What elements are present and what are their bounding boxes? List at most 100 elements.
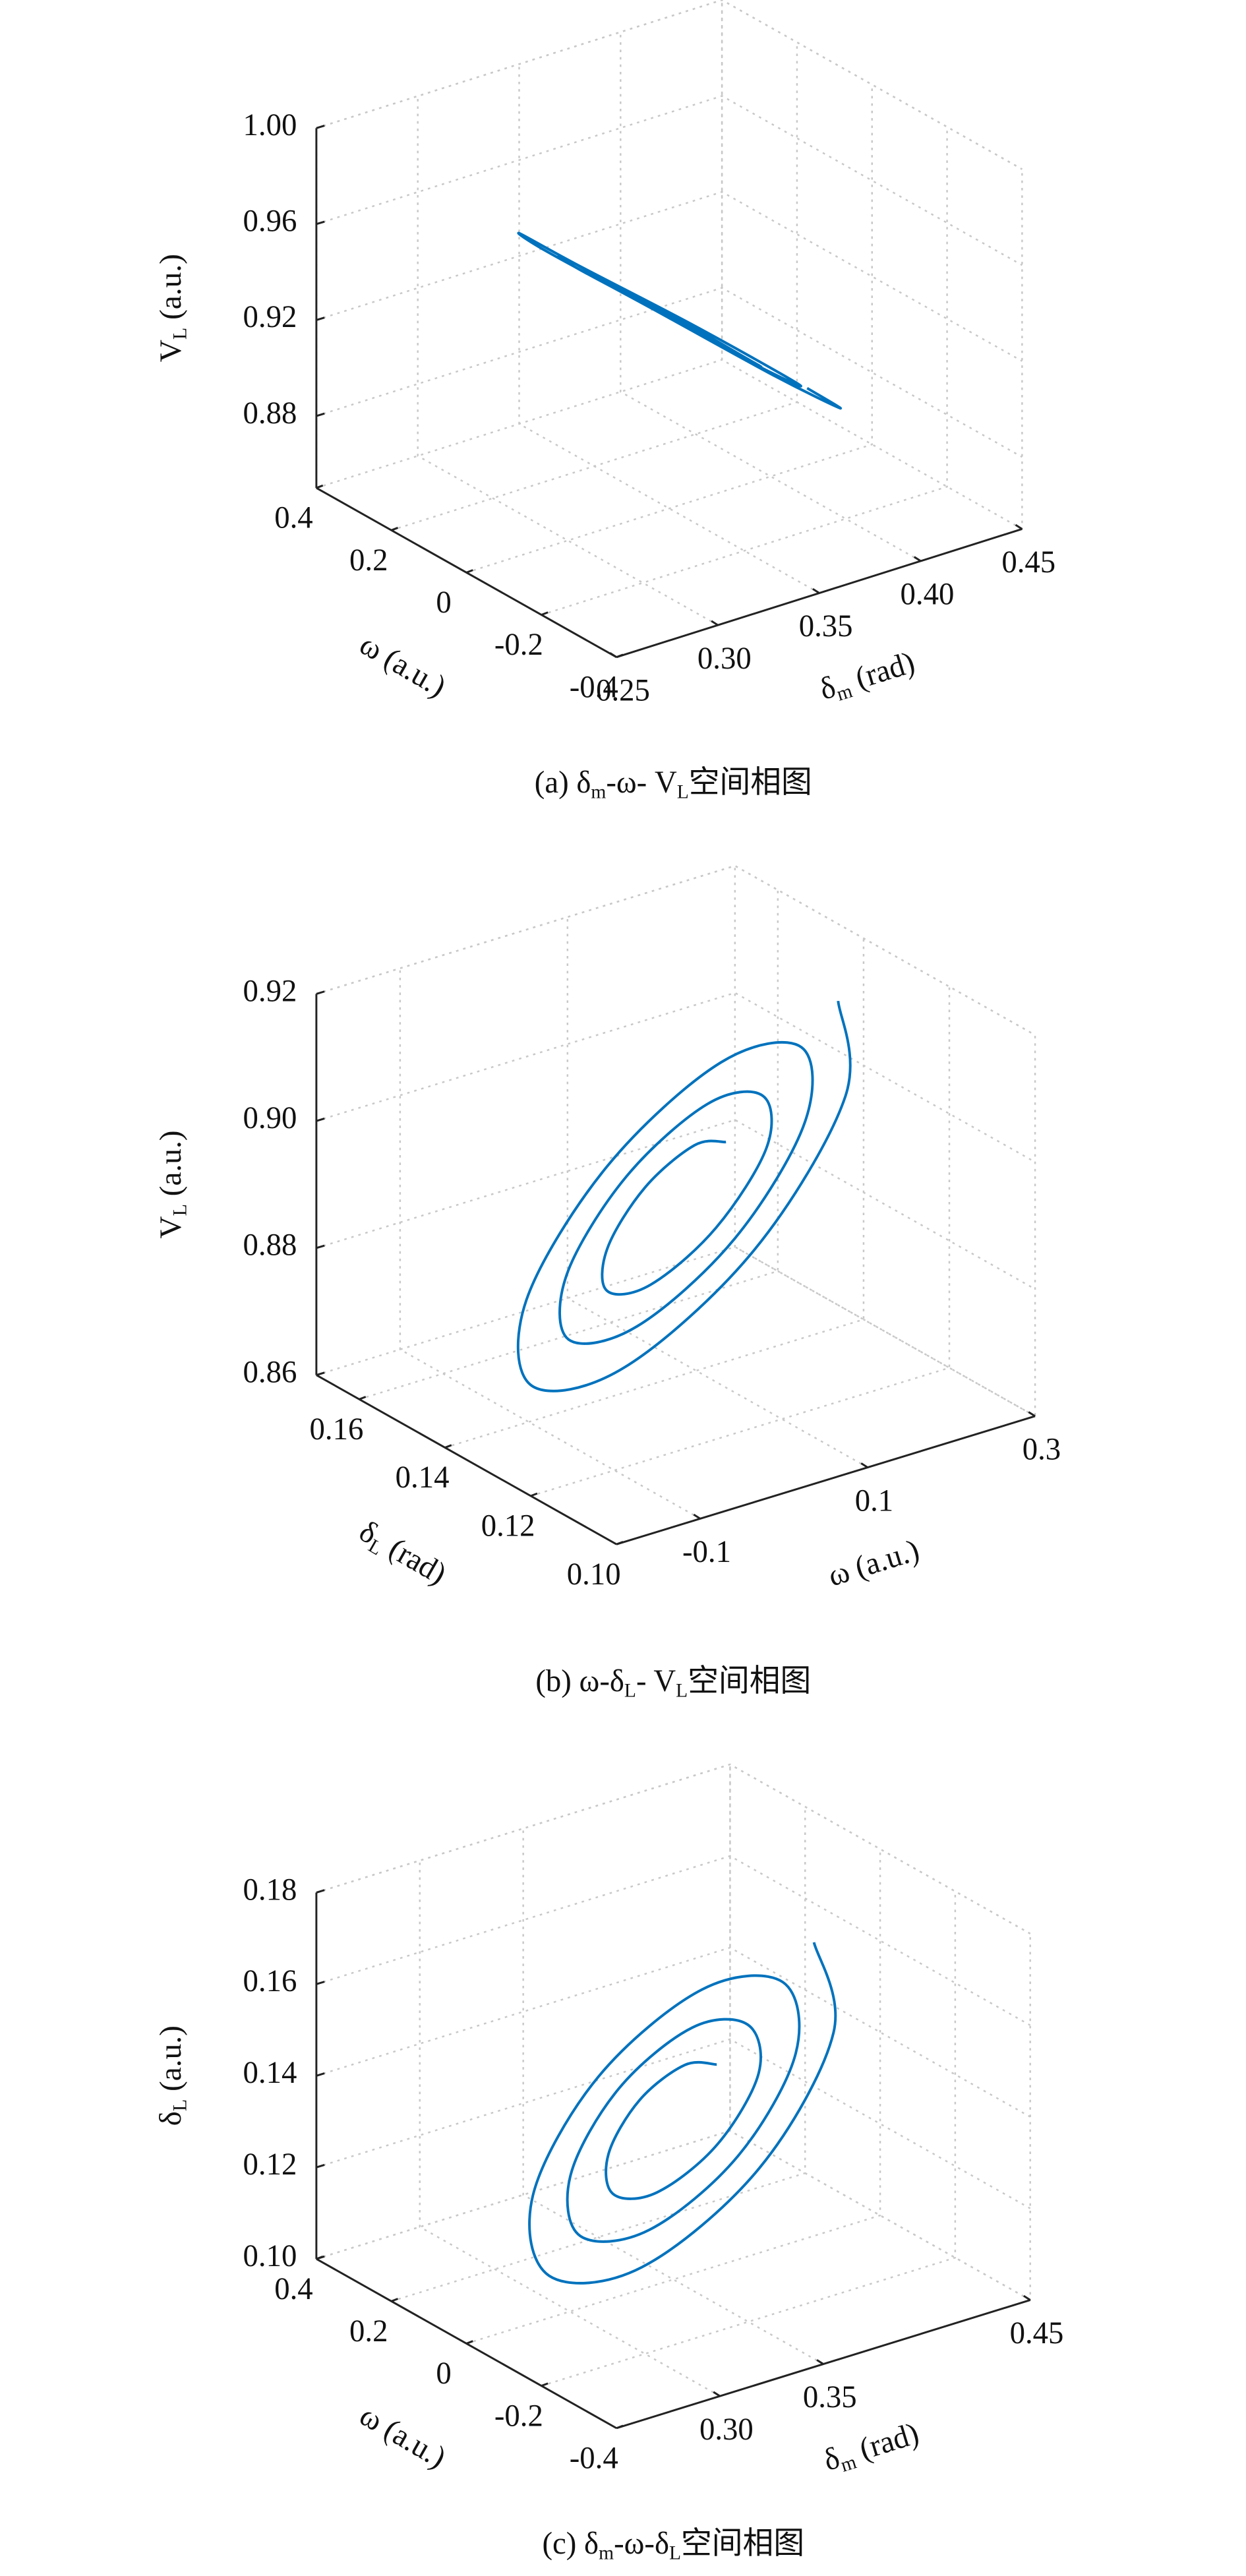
tick-mark [693, 1513, 701, 1520]
x-tick-label: -0.1 [682, 1535, 731, 1569]
tick-mark [530, 1492, 538, 1497]
x-axis-label: ω (a.u.) [824, 1533, 923, 1594]
label-part: -ω- V [606, 765, 676, 800]
box-edge [316, 0, 1023, 170]
y-tick-label: 0 [436, 2356, 451, 2391]
x-tick-label: 0.45 [1010, 2316, 1064, 2351]
y-tick-label: 0.4 [274, 2272, 312, 2306]
tick-mark [316, 2072, 325, 2077]
grid-line [316, 287, 1023, 458]
label-part: (a.u.) [154, 1130, 188, 1204]
grid-line [316, 1763, 1031, 1934]
y-tick-label: -0.2 [494, 2399, 543, 2433]
plot: 0.92 0.90 0.88 0.86 0.16 0.14 0.12 0.10 -0.1 0.1 0… [154, 864, 1061, 1701]
tick-mark [316, 2164, 325, 2169]
x-tick-label: 0.25 [596, 673, 650, 707]
tick-mark [616, 2424, 624, 2430]
tick-mark [466, 2340, 473, 2345]
tick-mark [444, 1444, 452, 1449]
tick-mark [316, 484, 324, 489]
z-tick-label: 0.88 [243, 1228, 297, 1262]
grid-line [616, 169, 1023, 658]
box-edge [316, 1763, 1031, 1934]
x-axis-label: δm (rad) [816, 645, 919, 709]
z-tick-label: 1.00 [243, 108, 297, 142]
y-tick-label: 0.14 [396, 1460, 450, 1495]
grid-line [466, 84, 873, 574]
tick-mark [316, 1118, 325, 1122]
label-part: ω (a.u.) [354, 627, 452, 704]
grid-line [315, 128, 617, 658]
x-axis [616, 1415, 1036, 1545]
y-tick-label: 0.2 [349, 2314, 388, 2349]
y-axis [316, 1374, 617, 1545]
label-part: -ω-δ [614, 2527, 669, 2561]
grid-line [620, 32, 922, 562]
x-tick-label: 0.35 [803, 2380, 857, 2414]
plot: 0.18 0.16 0.14 0.12 0.100.4 0.2 0 -0.2 -0.4 0.30 0… [154, 1763, 1064, 2564]
grid-line [316, 2038, 1031, 2209]
grid-line [316, 864, 1036, 1036]
grid-line [530, 986, 951, 1497]
grid-line [316, 0, 1023, 170]
tick-mark [1023, 2294, 1031, 2301]
trajectory [516, 1000, 852, 1393]
y-tick-label: 0.10 [567, 1557, 621, 1592]
plot: 1.00 0.96 0.92 0.88 0.4 0.2 0 -0.2 -0.40.25 0.30 0… [154, 0, 1055, 802]
z-tick-label: 0.10 [243, 2239, 297, 2273]
caption: (a) δm-ω- VL空间相图 [535, 765, 812, 803]
z-tick-label: 0.16 [243, 1964, 297, 1998]
y-axis-label: δL (rad) [352, 1514, 452, 1594]
subscript: L [677, 781, 689, 802]
label-part: 空间相图 [681, 2527, 804, 2561]
tick-mark [913, 556, 922, 562]
subscript: L [669, 2542, 681, 2563]
label-part: (a.u.) [154, 254, 188, 328]
tick-mark [713, 2391, 721, 2397]
subscript: m [599, 2542, 614, 2563]
label-part: δ [154, 2111, 188, 2126]
caption: (c) δm-ω-δL空间相图 [542, 2527, 804, 2564]
subscript: L [170, 2099, 191, 2111]
grid-line [316, 1946, 1031, 2118]
tick-mark [541, 2382, 549, 2387]
label-part: (a) δ [535, 765, 591, 800]
grid-line [541, 127, 948, 616]
tick-mark [816, 2359, 824, 2365]
tick-mark [616, 1541, 624, 1545]
y-tick-label: 0.2 [349, 543, 388, 578]
x-axis-label: δm (rad) [819, 2416, 923, 2480]
label-part: 空间相图 [689, 765, 812, 800]
y-tick-label: -0.2 [494, 628, 543, 662]
y-tick-label: 0 [436, 585, 451, 620]
tick-mark [1015, 524, 1023, 530]
label-part: V [154, 340, 188, 362]
grid-line [316, 191, 1023, 362]
z-tick-label: 0.92 [243, 300, 297, 334]
grid-line [316, 1764, 731, 2260]
x-tick-label: 0.45 [1001, 545, 1055, 580]
y-tick-label: -0.4 [570, 2441, 618, 2475]
grid-line [721, 0, 1023, 530]
label-part: (rad) [848, 2416, 922, 2469]
tick-mark [316, 1981, 325, 1985]
grid-line [316, 95, 1023, 266]
x-tick-label: 0.1 [855, 1483, 893, 1518]
z-axis-label: VL (a.u.) [154, 254, 191, 362]
grid-line [466, 1849, 881, 2345]
grid-line [518, 64, 820, 594]
grid-line [566, 916, 868, 1468]
label-part: (a.u.) [154, 2025, 188, 2099]
z-tick-label: 0.18 [243, 1872, 297, 1907]
z-tick-label: 0.14 [243, 2056, 297, 2090]
x-tick-label: 0.3 [1023, 1432, 1061, 1466]
tick-mark [609, 652, 617, 658]
tick-mark [316, 125, 325, 129]
subscript: L [170, 1204, 191, 1216]
z-tick-label: 0.88 [243, 396, 297, 431]
grid-line [541, 1891, 957, 2387]
z-tick-label: 0.96 [243, 204, 297, 238]
tick-mark [541, 611, 549, 616]
tick-mark [316, 412, 325, 417]
tick-mark [860, 1462, 868, 1468]
